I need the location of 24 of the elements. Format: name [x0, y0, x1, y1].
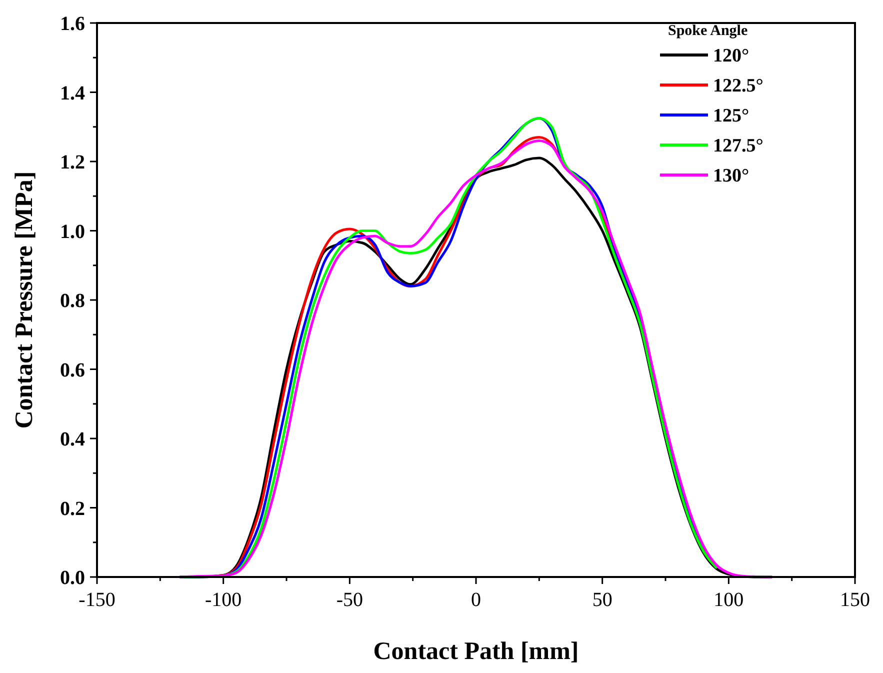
x-tick-label: 100 — [714, 589, 744, 611]
x-tick-label: 50 — [592, 589, 612, 611]
y-tick-label: 0.4 — [60, 428, 85, 450]
y-tick-label: 0.8 — [60, 290, 85, 312]
legend-label: 127.5° — [713, 136, 764, 157]
y-tick-label: 0.2 — [60, 498, 85, 520]
y-axis-title: Contact Pressure [MPa] — [11, 171, 38, 429]
x-tick-label: -100 — [204, 589, 242, 611]
x-axis-title: Contact Path [mm] — [373, 638, 579, 665]
legend-label: 125° — [713, 106, 750, 127]
x-tick-label: 0 — [471, 589, 481, 611]
x-tick-label: 150 — [840, 589, 870, 611]
y-tick-label: 1.4 — [60, 82, 85, 104]
legend-label: 122.5° — [713, 76, 764, 97]
y-tick-label: 1.2 — [60, 152, 85, 174]
x-tick-label: -50 — [336, 589, 364, 611]
x-tick-label: -150 — [78, 589, 116, 611]
y-tick-label: 1.0 — [60, 220, 85, 243]
y-tick-label: 0.6 — [60, 359, 85, 382]
legend-label: 130° — [713, 166, 750, 187]
y-tick-label: 1.6 — [60, 13, 85, 35]
y-tick-label: 0.0 — [60, 567, 85, 589]
legend-label: 120° — [713, 46, 750, 67]
legend-title: Spoke Angle — [668, 23, 748, 39]
